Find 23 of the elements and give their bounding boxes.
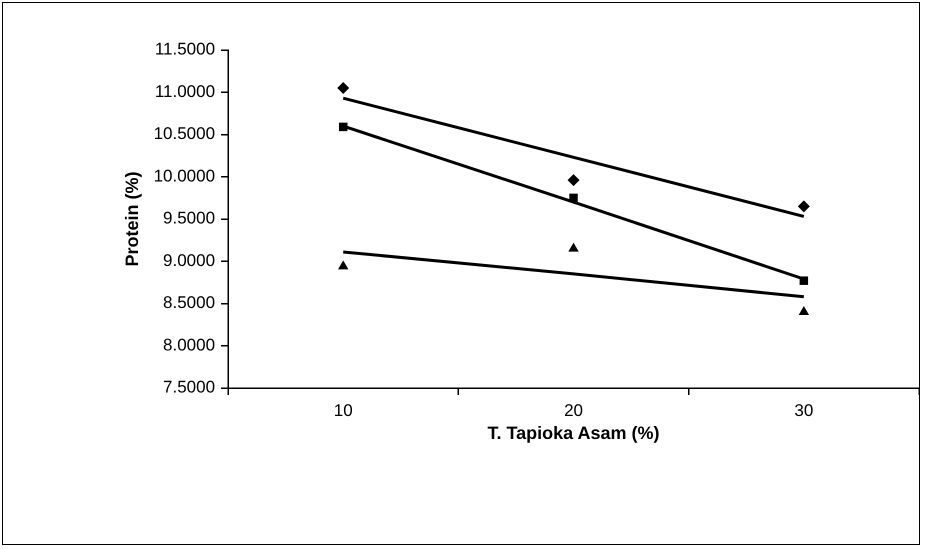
point (798, 200, 810, 212)
y-tick-label: 9.0000 (163, 250, 216, 270)
y-axis-title: Protein (%) (122, 171, 142, 267)
y-tick-label: 9.5000 (163, 208, 216, 228)
point (337, 82, 350, 94)
y-tick-label: 8.0000 (163, 335, 216, 354)
point (568, 174, 580, 186)
y-tick-label: 7.5000 (163, 378, 216, 397)
point (569, 194, 578, 202)
point (338, 260, 348, 270)
point (798, 306, 810, 315)
y-tick-label: 10.5000 (154, 124, 216, 144)
x-tick-label: 30 (794, 400, 814, 420)
x-axis-title: T. Tapioka Asam (%) (488, 423, 660, 444)
y-tick-label: 10.0000 (154, 166, 216, 186)
x-tick-label: 10 (334, 400, 353, 420)
y-tick-label: 11.0000 (154, 82, 216, 101)
y-tick-label: 11.5000 (154, 40, 216, 59)
point (568, 242, 579, 252)
point (800, 276, 808, 285)
y-tick-label: 8.5000 (163, 293, 216, 312)
x-tick-label: 20 (564, 400, 583, 420)
point (338, 122, 348, 132)
